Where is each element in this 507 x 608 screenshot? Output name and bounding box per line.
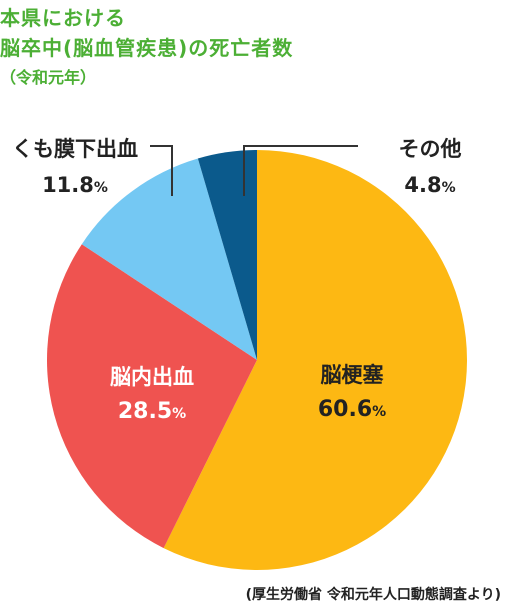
pie-slice-0	[163, 150, 467, 570]
slice-value-0: 60.6%	[318, 397, 386, 422]
leader-line-2	[150, 145, 173, 196]
slice-value-1: 28.5%	[118, 399, 186, 424]
source-note: (厚生労働省 令和元年人口動態調査より)	[245, 587, 501, 603]
slice-label-3: その他	[399, 137, 462, 161]
pie-slice-2	[81, 158, 258, 360]
slice-value-3: 4.8%	[404, 173, 455, 197]
leader-line-3	[243, 145, 358, 196]
chart-title-line3: （令和元年）	[0, 68, 97, 87]
pie-slice-1	[46, 244, 258, 549]
pie-slice-3	[197, 150, 257, 360]
slice-value-2: 11.8%	[42, 173, 108, 197]
slice-label-0: 脳梗塞	[321, 363, 385, 387]
chart-title-line2: 脳卒中(脳血管疾患)の死亡者数	[0, 36, 294, 60]
chart-title-line1: 本県における	[0, 6, 126, 30]
slice-label-1: 脳内出血	[110, 365, 194, 389]
slice-label-2: くも膜下出血	[12, 137, 138, 161]
